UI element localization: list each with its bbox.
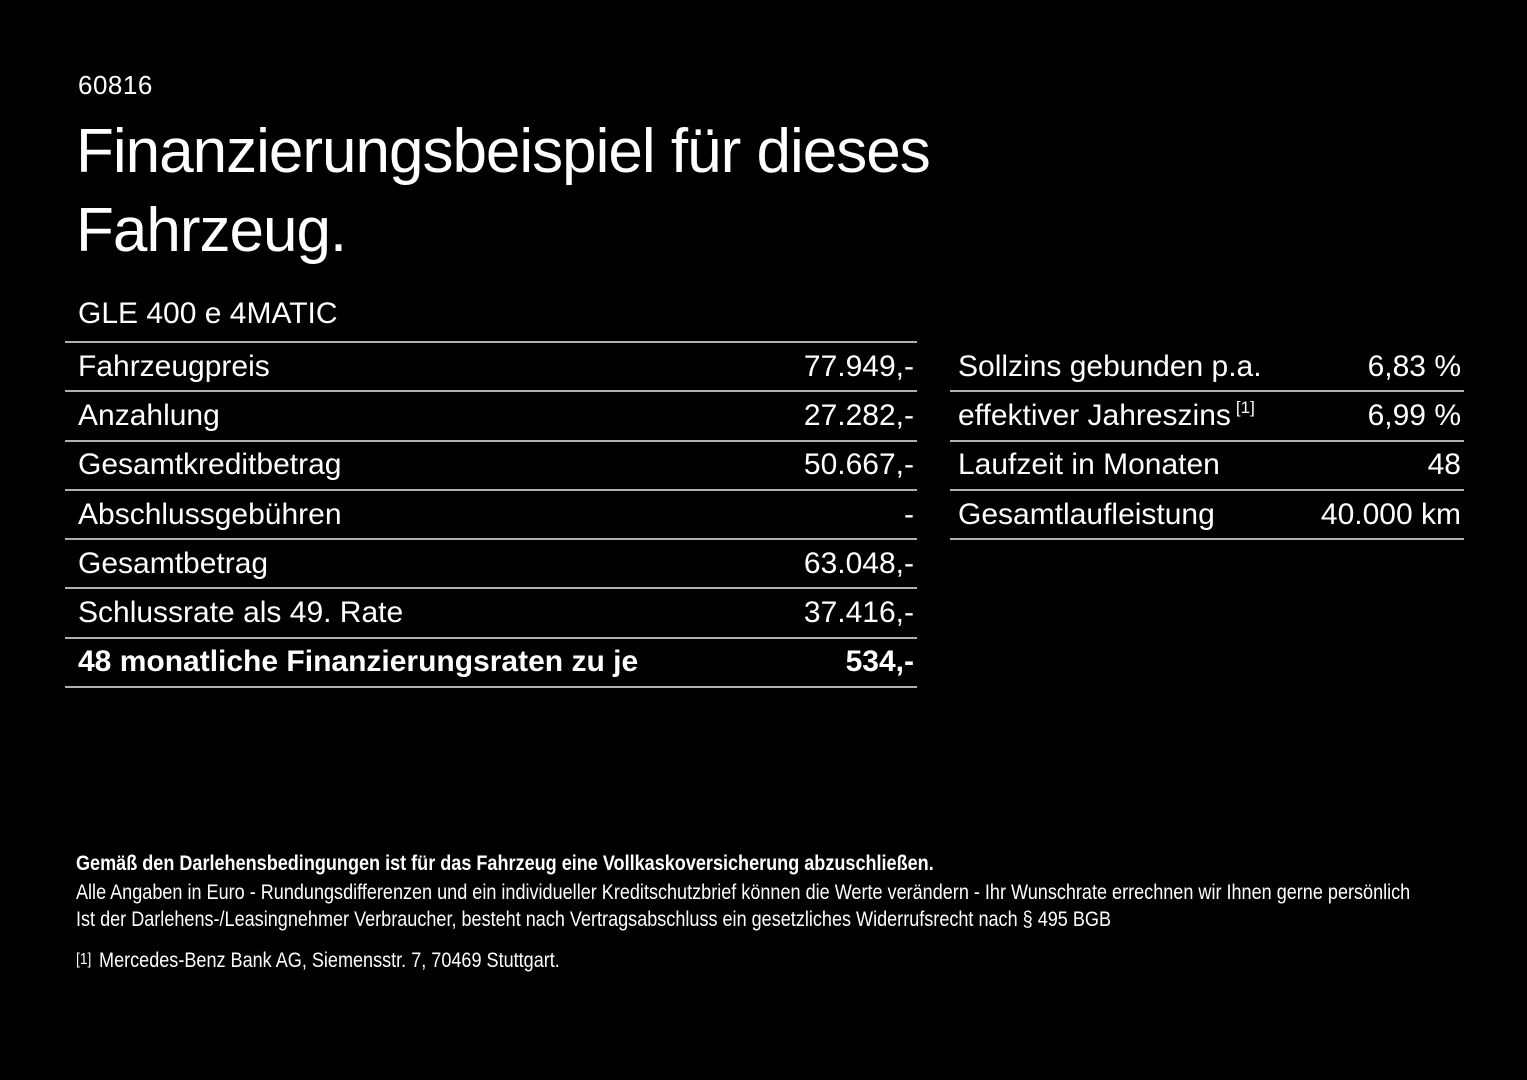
row-label-text: effektiver Jahreszins bbox=[958, 399, 1231, 433]
row-value: 6,83 % bbox=[1367, 349, 1461, 383]
row-value: 63.048,- bbox=[803, 546, 914, 580]
row-value: 77.949,- bbox=[803, 349, 914, 383]
row-label: Laufzeit in Monaten bbox=[958, 448, 1220, 482]
table-row-laufzeit: Laufzeit in Monaten 48 bbox=[950, 442, 1464, 491]
footer-widerruf-note: Ist der Darlehens-/Leasingnehmer Verbrau… bbox=[76, 908, 1112, 931]
table-row-gesamtlaufleistung: Gesamtlaufleistung 40.000 km bbox=[950, 491, 1464, 541]
row-value: 40.000 km bbox=[1320, 497, 1461, 531]
row-value: 50.667,- bbox=[803, 448, 914, 482]
table-row-effektiver-jahreszins: effektiver Jahreszins [1] 6,99 % bbox=[950, 392, 1464, 442]
row-value: 37.416,- bbox=[803, 596, 914, 630]
page-title-line-2: Fahrzeug. bbox=[76, 196, 347, 265]
page-title-line-1: Finanzierungsbeispiel für dieses bbox=[76, 117, 931, 186]
row-label: Sollzins gebunden p.a. bbox=[958, 349, 1262, 383]
footer-euro-note: Alle Angaben in Euro - Rundungsdifferenz… bbox=[76, 881, 1411, 904]
row-value: 27.282,- bbox=[803, 398, 914, 432]
footnote-marker: [1] bbox=[76, 951, 92, 968]
table-row-monatsraten: 48 monatliche Finanzierungsraten zu je 5… bbox=[65, 639, 917, 689]
row-value: - bbox=[904, 497, 914, 531]
row-label: Abschlussgebühren bbox=[78, 497, 342, 531]
table-row-schlussrate: Schlussrate als 49. Rate 37.416,- bbox=[65, 589, 917, 639]
doc-number: 60816 bbox=[78, 70, 153, 100]
row-label: Schlussrate als 49. Rate bbox=[78, 596, 404, 630]
financing-table: Fahrzeugpreis 77.949,- Anzahlung 27.282,… bbox=[65, 341, 917, 689]
row-label: Gesamtlaufleistung bbox=[958, 497, 1215, 531]
row-label: Gesamtbetrag bbox=[78, 546, 269, 580]
footnote-bank: [1] Mercedes-Benz Bank AG, Siemensstr. 7,… bbox=[76, 948, 1314, 973]
table-row-abschlussgebuehren: Abschlussgebühren - bbox=[65, 491, 917, 541]
table-row-gesamtbetrag: Gesamtbetrag 63.048,- bbox=[65, 540, 917, 590]
table-row-gesamtkreditbetrag: Gesamtkreditbetrag 50.667,- bbox=[65, 442, 917, 491]
table-row-fahrzeugpreis: Fahrzeugpreis 77.949,- bbox=[65, 343, 917, 393]
row-label: Fahrzeugpreis bbox=[78, 349, 270, 383]
vehicle-model: GLE 400 e 4MATIC bbox=[78, 297, 338, 330]
footer-notes: Gemäß den Darlehensbedingungen ist für d… bbox=[76, 852, 1516, 973]
footer-insurance-note: Gemäß den Darlehensbedingungen ist für d… bbox=[76, 852, 934, 875]
table-row-sollzins: Sollzins gebunden p.a. 6,83 % bbox=[950, 343, 1464, 393]
row-value: 534,- bbox=[845, 645, 914, 679]
row-label: Anzahlung bbox=[78, 398, 220, 432]
footnote-text: Mercedes-Benz Bank AG, Siemensstr. 7, 70… bbox=[99, 949, 560, 972]
row-label: Gesamtkreditbetrag bbox=[78, 448, 342, 482]
table-row-anzahlung: Anzahlung 27.282,- bbox=[65, 392, 917, 442]
conditions-table: Sollzins gebunden p.a. 6,83 % effektiver… bbox=[950, 343, 1464, 541]
page-title: Finanzierungsbeispiel für dieses Fahrzeu… bbox=[76, 112, 931, 270]
row-label: effektiver Jahreszins [1] bbox=[950, 398, 1255, 433]
row-label: 48 monatliche Finanzierungsraten zu je bbox=[78, 645, 639, 679]
footnote-reference: [1] bbox=[1235, 398, 1255, 418]
row-value: 6,99 % bbox=[1367, 398, 1461, 432]
row-value: 48 bbox=[1427, 448, 1461, 482]
